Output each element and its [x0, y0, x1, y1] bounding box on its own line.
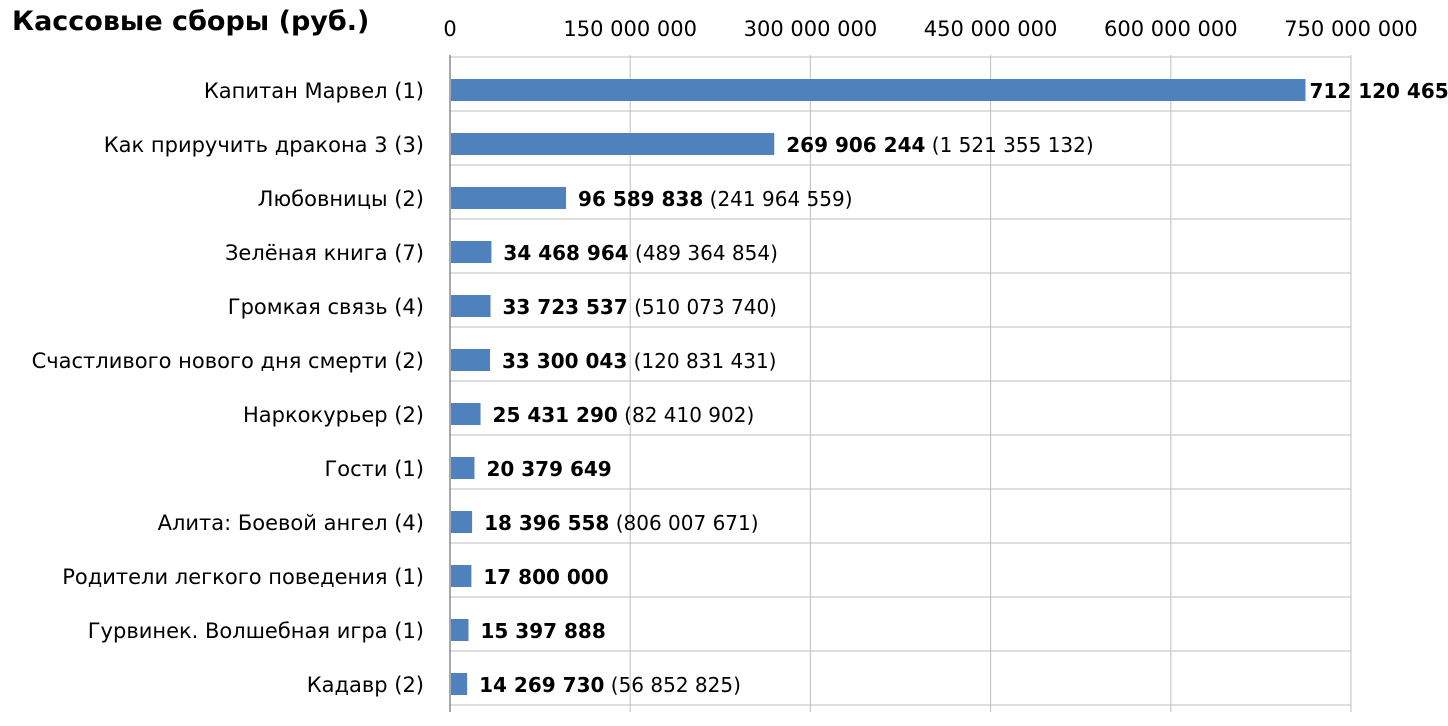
total-label-11: (56 852 825): [604, 673, 740, 697]
category-label-11: Кадавр (2): [307, 673, 424, 697]
bar-10: [451, 619, 469, 641]
value-label-6: 25 431 290 (82 410 902): [493, 403, 755, 427]
total-label-5: (120 831 431): [627, 349, 776, 373]
value-label-9: 17 800 000: [483, 565, 608, 589]
x-tick-label-4: 600 000 000: [1104, 17, 1238, 41]
category-label-9: Родители легкого поведения (1): [62, 565, 424, 589]
value-label-10: 15 397 888: [480, 619, 605, 643]
bar-7: [451, 457, 475, 479]
value-label-7: 20 379 649: [486, 457, 611, 481]
category-label-10: Гурвинек. Волшебная игра (1): [88, 619, 424, 643]
chart-title: Кассовые сборы (руб.): [12, 6, 370, 37]
bar-0: [451, 79, 1306, 101]
category-label-5: Счастливого нового дня смерти (2): [32, 349, 424, 373]
bar-3: [451, 241, 492, 263]
total-label-3: (489 364 854): [629, 241, 778, 265]
category-label-1: Как приручить дракона 3 (3): [104, 133, 424, 157]
category-label-0: Капитан Марвел (1): [204, 79, 424, 103]
category-label-3: Зелёная книга (7): [225, 241, 424, 265]
x-tick-label-1: 150 000 000: [563, 17, 697, 41]
bar-8: [451, 511, 473, 533]
value-label-4: 33 723 537 (510 073 740): [503, 295, 777, 319]
category-label-6: Наркокурьер (2): [243, 403, 424, 427]
bar-4: [451, 295, 491, 317]
x-tick-label-2: 300 000 000: [744, 17, 878, 41]
bar-9: [451, 565, 472, 587]
x-tick-label-5: 750 000 000: [1284, 17, 1418, 41]
value-label-1: 269 906 244 (1 521 355 132): [786, 133, 1093, 157]
value-label-5: 33 300 043 (120 831 431): [502, 349, 776, 373]
bar-1: [451, 133, 775, 155]
bar-6: [451, 403, 481, 425]
value-label-8: 18 396 558 (806 007 671): [484, 511, 758, 535]
value-label-11: 14 269 730 (56 852 825): [479, 673, 741, 697]
bar-2: [451, 187, 567, 209]
x-tick-label-0: 0: [443, 17, 456, 41]
bar-5: [451, 349, 491, 371]
total-label-8: (806 007 671): [609, 511, 758, 535]
category-label-8: Алита: Боевой ангел (4): [158, 511, 424, 535]
total-label-4: (510 073 740): [628, 295, 777, 319]
total-label-2: (241 964 559): [703, 187, 852, 211]
category-label-4: Громкая связь (4): [228, 295, 424, 319]
x-tick-label-3: 450 000 000: [924, 17, 1058, 41]
category-label-7: Гости (1): [324, 457, 424, 481]
value-label-3: 34 468 964 (489 364 854): [503, 241, 777, 265]
category-label-2: Любовницы (2): [258, 187, 424, 211]
total-label-6: (82 410 902): [618, 403, 754, 427]
value-label-2: 96 589 838 (241 964 559): [578, 187, 852, 211]
total-label-1: (1 521 355 132): [925, 133, 1093, 157]
value-label-0: 712 120 465: [1309, 79, 1448, 103]
bar-11: [451, 673, 468, 695]
